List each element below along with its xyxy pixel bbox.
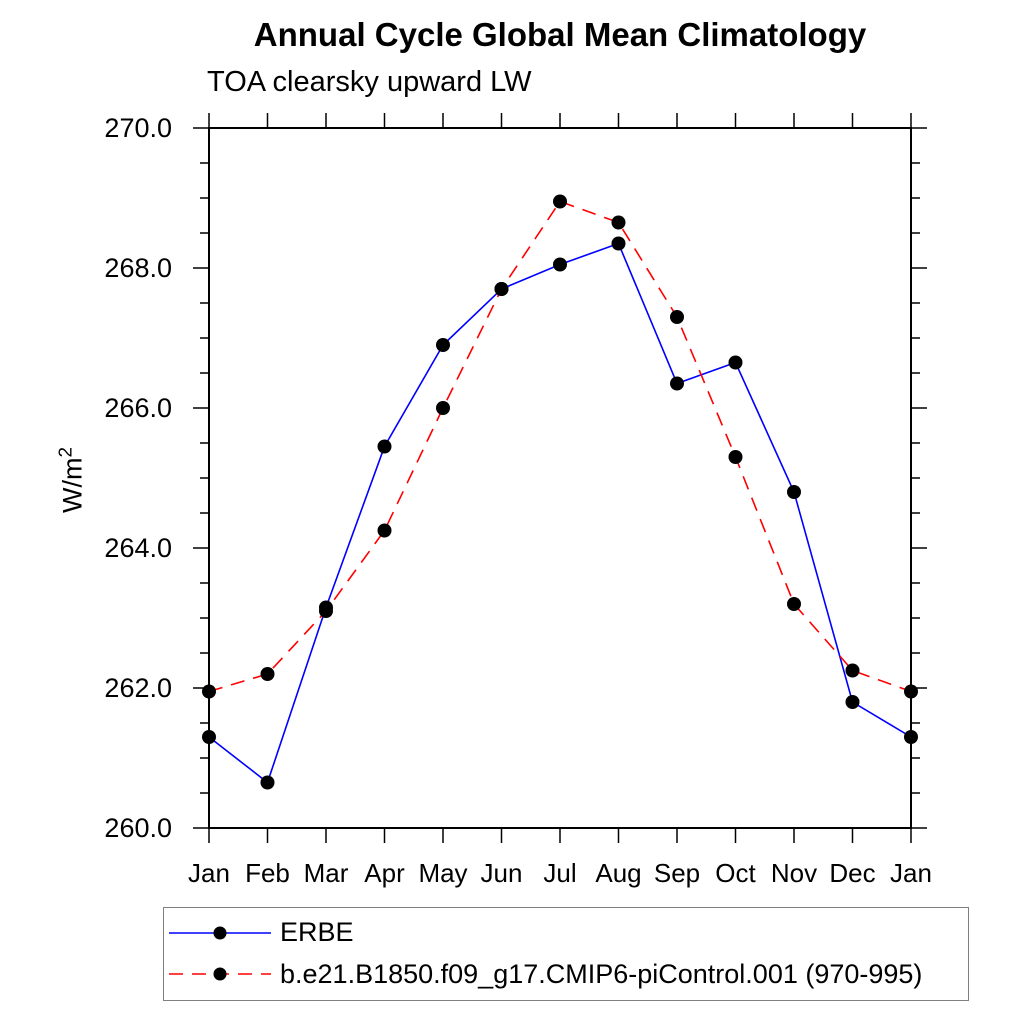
- y-tick-label: 260.0: [104, 813, 172, 843]
- data-point-marker-series-0: [670, 376, 684, 391]
- legend-label-model: b.e21.B1850.f09_g17.CMIP6-piControl.001 …: [280, 958, 923, 989]
- data-point-marker-series-1: [202, 684, 216, 699]
- data-point-marker-series-1: [787, 597, 801, 611]
- legend-line-sample-erbe: [169, 926, 271, 940]
- series-line-0: [208, 242, 912, 784]
- data-point-marker-series-1: [436, 401, 450, 415]
- legend-sample-marker: [213, 967, 227, 981]
- data-point-marker-series-0: [904, 730, 918, 744]
- x-tick-label: Nov: [771, 858, 817, 888]
- data-point-marker-series-1: [260, 667, 275, 681]
- x-tick-label: Apr: [364, 858, 405, 888]
- y-tick-label: 264.0: [104, 533, 172, 563]
- y-tick-label: 268.0: [104, 253, 172, 283]
- data-point-marker-series-0: [377, 439, 392, 454]
- data-point-marker-series-0: [787, 485, 801, 499]
- x-tick-label: Jan: [890, 858, 932, 888]
- data-point-marker-series-1: [611, 215, 626, 230]
- series-line-1: [208, 200, 912, 693]
- data-point-marker-series-1: [377, 523, 392, 538]
- x-tick-label: Aug: [595, 858, 641, 888]
- legend-item-erbe: ERBE: [167, 917, 968, 949]
- data-point-marker-series-0: [553, 257, 567, 272]
- data-point-marker-series-0: [202, 730, 216, 744]
- data-point-marker-series-0: [260, 775, 275, 790]
- legend-label-erbe: ERBE: [280, 917, 354, 948]
- x-tick-label: May: [418, 858, 467, 888]
- x-tick-label: Sep: [654, 858, 700, 888]
- y-tick-label: 270.0: [104, 113, 172, 143]
- data-point-marker-series-1: [494, 282, 509, 296]
- x-tick-label: Jun: [481, 858, 523, 888]
- legend: ERBE b.e21.B1850.f09_g17.CMIP6-piControl…: [163, 907, 969, 1001]
- data-point-marker-series-1: [904, 684, 918, 699]
- plot-frame: [208, 127, 912, 829]
- chart-title: Annual Cycle Global Mean Climatology: [253, 16, 867, 53]
- data-point-marker-series-1: [670, 310, 684, 324]
- legend-item-model: b.e21.B1850.f09_g17.CMIP6-piControl.001 …: [167, 959, 968, 991]
- x-tick-label: Oct: [715, 858, 756, 888]
- y-tick-label: 266.0: [104, 393, 172, 423]
- x-tick-label: Jan: [188, 858, 230, 888]
- data-point-marker-series-1: [728, 450, 743, 464]
- chart-subtitle: TOA clearsky upward LW: [207, 66, 532, 98]
- legend-line-sample-model: [169, 967, 271, 981]
- data-point-marker-series-1: [845, 663, 860, 678]
- legend-sample-marker: [213, 926, 227, 940]
- y-tick-label: 262.0: [104, 673, 172, 703]
- data-point-marker-series-0: [611, 236, 626, 251]
- x-tick-label: Feb: [245, 858, 290, 888]
- data-point-marker-series-1: [319, 604, 333, 618]
- x-tick-label: Dec: [829, 858, 875, 888]
- data-point-marker-series-1: [553, 194, 567, 209]
- data-point-marker-series-0: [436, 338, 450, 352]
- x-tick-label: Mar: [304, 858, 349, 888]
- x-tick-label: Jul: [543, 858, 576, 888]
- data-point-marker-series-0: [845, 695, 860, 709]
- data-point-marker-series-0: [728, 355, 743, 370]
